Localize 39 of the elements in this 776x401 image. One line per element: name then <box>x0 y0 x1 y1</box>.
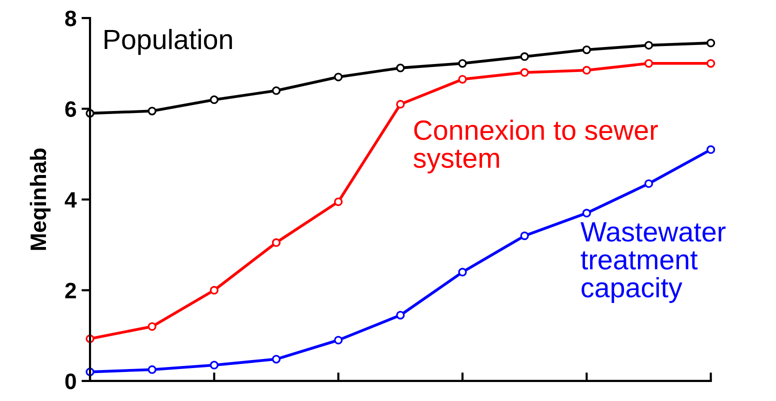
point <box>334 197 343 206</box>
point <box>582 208 591 218</box>
point <box>272 86 281 95</box>
point <box>148 365 156 374</box>
point <box>148 322 156 331</box>
point <box>520 231 529 240</box>
point <box>334 72 343 82</box>
y-axis-title: Meqinhab <box>30 148 51 250</box>
point <box>272 238 281 247</box>
point <box>644 40 654 50</box>
point <box>210 286 218 295</box>
series-label: Connexion to sewer system <box>414 120 658 174</box>
series-label: Wastewater treatment capacity <box>580 222 726 303</box>
point <box>210 360 218 370</box>
point <box>644 59 654 68</box>
point <box>210 95 218 104</box>
point <box>706 59 716 68</box>
series-label: Population <box>104 28 232 55</box>
point <box>644 179 654 188</box>
y-tick-label: 8 <box>65 10 76 26</box>
point <box>458 74 467 84</box>
point <box>396 100 405 109</box>
point <box>148 106 156 116</box>
point <box>706 38 716 48</box>
y-tick-label: 4 <box>64 192 77 208</box>
point <box>706 145 716 154</box>
y-tick-label: 2 <box>65 282 76 298</box>
point <box>582 45 591 54</box>
y-tick-label: 0 <box>65 373 76 390</box>
point <box>520 68 529 77</box>
point <box>520 52 529 61</box>
point <box>396 310 405 320</box>
point <box>458 268 467 276</box>
point <box>582 66 591 75</box>
point <box>396 64 405 72</box>
point <box>458 59 467 68</box>
y-tick-label: 6 <box>65 101 76 118</box>
point <box>334 336 343 344</box>
point <box>272 354 281 364</box>
